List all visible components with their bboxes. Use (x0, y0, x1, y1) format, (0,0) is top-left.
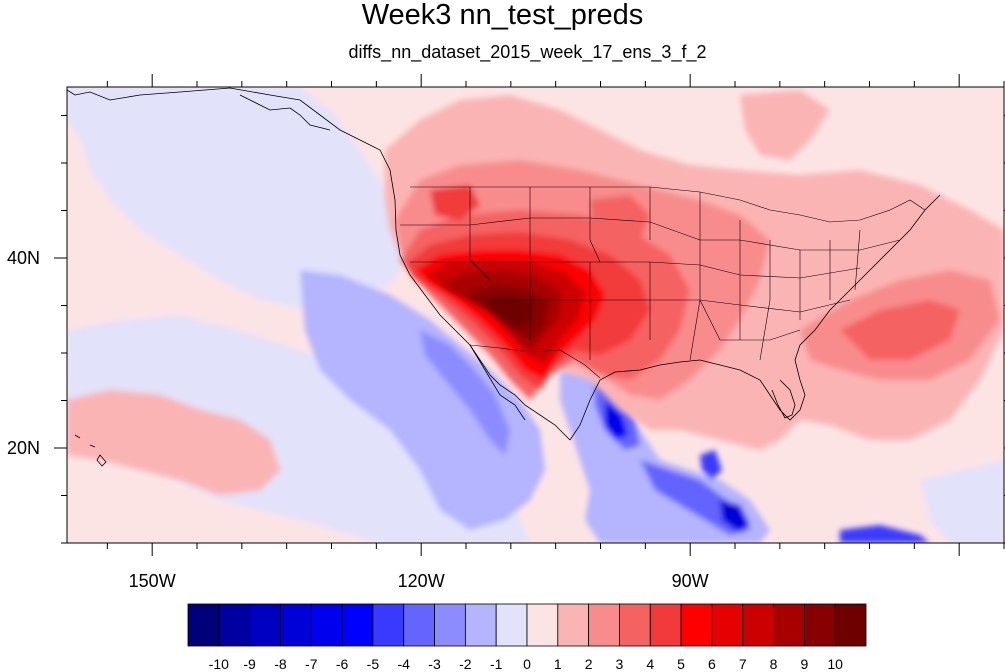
colorbar-swatch (434, 603, 466, 647)
cool-regions (67, 87, 1004, 543)
colorbar-label: -4 (397, 656, 410, 672)
colorbar-label: 2 (584, 656, 593, 672)
colorbar-swatch (218, 603, 251, 647)
colorbar-label: -2 (459, 656, 472, 672)
field-region (590, 195, 650, 240)
field-region (920, 460, 1004, 543)
field-region (700, 450, 722, 480)
colorbar-swatch (280, 603, 312, 647)
warm-regions (67, 90, 1004, 495)
colorbar-label: 4 (646, 656, 655, 672)
field-region (740, 90, 830, 160)
colorbar-swatch (680, 603, 713, 647)
colorbar-swatch (588, 603, 620, 647)
field-region (300, 270, 545, 530)
baja-coastline (469, 344, 526, 421)
colorbar-label: -9 (243, 656, 256, 672)
colorbar-swatch (711, 603, 744, 647)
lon-tick-label: 120W (397, 571, 445, 591)
field-region (605, 400, 628, 440)
field-region (67, 315, 530, 543)
plot-title: Week3 nn_test_preds (361, 0, 644, 31)
florida-coastline (771, 379, 796, 419)
colorbar-swatch (403, 603, 435, 647)
colorbar-label: -10 (208, 656, 229, 672)
field-region (420, 330, 510, 455)
lat-tick-label: 40N (6, 248, 40, 268)
colorbar-label: 1 (553, 656, 562, 672)
colorbar-swatch (742, 603, 774, 647)
colorbar-label: 10 (827, 656, 843, 672)
colorbar-label: 5 (677, 656, 685, 672)
us-canada-border (410, 186, 926, 223)
colorbar-label: 3 (615, 656, 624, 672)
colorbar-swatch (834, 603, 867, 647)
lat-tick-label: 20N (6, 438, 40, 458)
colorbar-label: -5 (366, 656, 380, 672)
colorbar-swatch (372, 603, 405, 647)
lon-tick-label: 150W (128, 571, 176, 591)
state-borders (400, 186, 926, 379)
colorbar (187, 603, 867, 647)
colorbar-label: 0 (523, 656, 531, 672)
colorbar-swatch (310, 603, 343, 647)
colorbar-swatch (619, 603, 651, 647)
us-mexico-border (469, 344, 601, 379)
colorbar-label: 8 (769, 656, 778, 672)
map-field (67, 87, 1004, 543)
hawaii-islands (74, 434, 107, 467)
colorbar-label: 7 (738, 656, 747, 672)
state-border (400, 217, 901, 251)
colorbar-swatch (557, 603, 590, 647)
state-border (490, 299, 851, 313)
north-america-coastline (66, 87, 571, 441)
field-region (482, 295, 532, 328)
colorbar-swatch (495, 603, 528, 647)
field-region (67, 87, 405, 310)
colorbar-swatch (187, 603, 220, 647)
colorbar-label: 9 (800, 656, 809, 672)
colorbar-swatch (773, 603, 805, 647)
colorbar-swatch (464, 603, 497, 647)
field-region (430, 185, 480, 220)
lon-tick-label: 90W (671, 571, 709, 591)
field-region (720, 500, 750, 532)
colorbar-swatch (249, 603, 281, 647)
colorbar-swatch (526, 603, 559, 647)
latitude-ticks (54, 115, 1005, 544)
gulf-coastline (569, 194, 941, 441)
colorbar-swatch (649, 603, 682, 647)
longitude-ticks (106, 74, 1005, 556)
alaska-coastline (239, 94, 331, 131)
colorbar-label: -1 (489, 656, 503, 672)
colorbar-label: -8 (274, 656, 287, 672)
colorbar-swatch (341, 603, 374, 647)
colorbar-label: -3 (428, 656, 441, 672)
map-frame (66, 86, 1005, 544)
colorbar-swatch (803, 603, 836, 647)
colorbar-label: -7 (305, 656, 318, 672)
coastlines (66, 87, 941, 467)
plot-subtitle: diffs_nn_dataset_2015_week_17_ens_3_f_2 (348, 42, 707, 62)
field-region (840, 525, 930, 543)
field-region (840, 300, 960, 360)
colorbar-label: 6 (708, 656, 716, 672)
field-region (67, 390, 280, 495)
state-border (529, 262, 801, 360)
colorbar-label: -6 (335, 656, 349, 672)
